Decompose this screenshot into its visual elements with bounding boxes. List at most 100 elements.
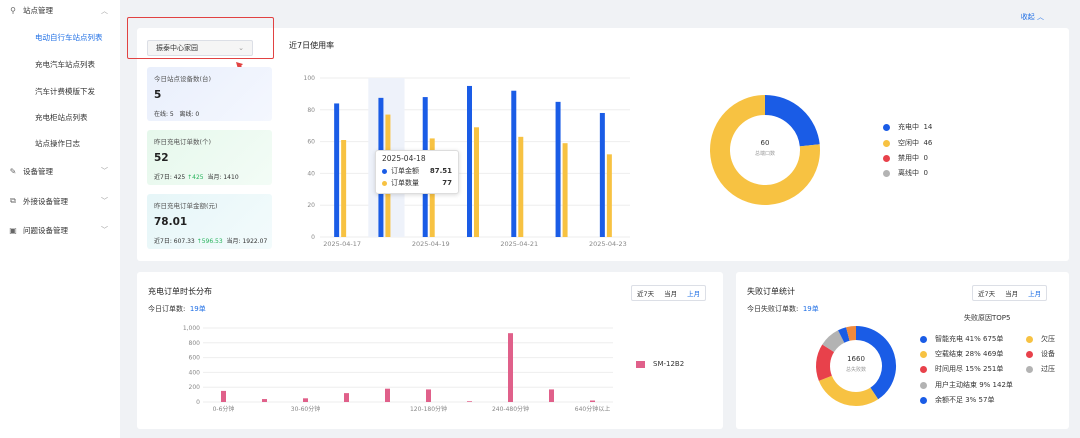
stat-title: 今日站点设备数(台) [154,75,212,83]
donut-slice [710,95,820,205]
legend-item: 余额不足 3% 57单 [920,395,994,405]
chevron-down-icon[interactable]: ﹀ [101,197,108,205]
collapse-button[interactable]: 收起 ︿ [1021,12,1044,22]
legend-dot [920,335,927,343]
fail-title: 失败订单统计 [747,287,795,296]
bar-duration [508,333,513,402]
y-tick-label: 200 [189,384,201,391]
sidebar-item-label: 问题设备管理 [23,225,68,235]
legend-label: 智能充电 41% 675单 [935,335,1004,343]
problem-device-icon: ▣ [9,225,17,235]
stat-value: 78.01 [154,216,188,228]
sidebar-item-label: 外接设备管理 [23,196,68,206]
sidebar-subitem-billing-template[interactable]: 汽车计费模版下发 [35,87,95,96]
tooltip-date: 2025-04-18 [382,154,426,163]
x-tick-label: 30-60分钟 [291,405,320,413]
duration-panel [137,272,723,429]
legend-label: 过压 [1041,365,1055,373]
legend-value: 0 [923,169,928,177]
station-icon: ⚲ [10,5,16,15]
donut-center-value: 60 [760,139,770,147]
y-tick-label: 600 [189,355,201,362]
chart-tooltip: 2025-04-18 订单金额 87.51 订单数量 77 [375,150,459,194]
legend-dot [1026,350,1033,358]
tab-this-month[interactable]: 当月 [1005,290,1019,298]
fail-subtitle: 今日失败订单数: 19单 [747,304,819,314]
donut-center-label: 总失败数 [845,367,866,373]
bar-duration [385,388,390,402]
legend-label: 充电中 [898,123,919,131]
bar-order-count [341,140,347,237]
stat-card-amount: 昨日充电订单金额(元) 78.01 近7日: 607.33 ↑596.53 当月… [147,194,272,249]
sidebar-item-external-devices[interactable]: ⧉ 外接设备管理 [8,194,68,208]
bar-duration [467,401,472,402]
duration-bar-chart: 0 200 400 600 800 1,000 0-6分钟 30-60分钟 120-180分钟 2… [183,325,613,413]
legend-dot [883,139,890,147]
chevron-down-icon[interactable]: ﹀ [101,226,108,234]
bar-order-count [562,143,568,237]
legend-label: 离线中 [898,169,919,177]
y-tick-label: 0 [311,234,315,241]
sidebar-subitem-operation-log[interactable]: 站点操作日志 [35,139,80,148]
bar-order-amount [599,112,605,237]
bar-duration [426,389,431,402]
external-device-icon: ⧉ [10,196,16,205]
stat-footer: 在线: 5 离线: 0 [154,109,265,118]
donut-center-label: 总端口数 [754,151,775,157]
duration-subtitle: 今日订单数: 19单 [148,304,206,314]
tab-7days[interactable]: 近7天 [978,290,996,298]
tab-last-month[interactable]: 上月 [687,290,701,298]
donut-slice [764,95,820,147]
legend-dot [1026,335,1033,343]
legend-swatch [636,360,645,368]
y-tick-label: 100 [304,75,316,82]
sidebar-item-station-management[interactable]: ⚲ 站点管理 [8,3,53,17]
chevron-down-icon[interactable]: ﹀ [101,167,108,175]
donut-slice [816,344,835,381]
legend-item: 时间用尽 15% 251单 [920,364,1003,374]
stat-title: 昨日充电订单数(个) [154,138,212,146]
x-tick-label: 2025-04-17 [323,240,361,248]
legend-item: 禁用中 0 [883,153,928,163]
legend-item: 空闲中 46 [883,138,932,148]
donut-slice [846,326,857,341]
stat-footer: 近7日: 425 ↑425 当月: 1410 [154,172,265,181]
tab-last-month[interactable]: 上月 [1028,290,1042,298]
legend-item: 空载结束 28% 469单 [920,349,1003,359]
stat-value: 52 [154,152,169,164]
y-tick-label: 1,000 [183,325,200,332]
stat-month: 当月: 1922.07 [226,238,268,245]
bar-order-amount [511,90,517,237]
usage-bar-chart: 0 20 40 60 80 100 2025-04-17 2025-04-19 2025-04-… [304,75,630,248]
legend-label: 时间用尽 15% 251单 [935,365,1004,373]
donut-center-value: 1660 [847,355,865,363]
stat-offline: 离线: 0 [179,111,200,118]
sidebar-subitem-car-stations[interactable]: 充电汽车站点列表 [35,60,95,69]
tooltip-row: 订单金额 87.51 [382,166,452,176]
site-select[interactable]: 振泰中心家园 ⌄ [147,40,253,56]
sidebar-subitem-cabinet-stations[interactable]: 充电柜站点列表 [35,113,88,122]
stat-trend: ↑596.53 [196,238,223,245]
tab-7days[interactable]: 近7天 [637,290,655,298]
legend-value: 14 [923,123,933,131]
bar-order-amount [467,85,472,237]
legend-dot [920,381,927,389]
legend-dot [883,169,890,177]
donut-slice [855,326,896,400]
tooltip-label: 订单金额 [391,167,419,175]
stat-card-devices: 今日站点设备数(台) 5 在线: 5 离线: 0 [147,67,272,121]
legend-item: 欠压 [1026,334,1055,344]
stat-footer: 近7日: 607.33 ↑596.53 当月: 1922.07 [154,236,268,245]
legend-value: 46 [923,139,933,147]
duration-title: 充电订单时长分布 [148,287,212,296]
tab-this-month[interactable]: 当月 [664,290,678,298]
stat-card-orders: 昨日充电订单数(个) 52 近7日: 425 ↑425 当月: 1410 [147,130,272,185]
chevron-up-icon[interactable]: ︿ [101,7,108,15]
sidebar-subitem-ebike-stations[interactable]: 电动自行车站点列表 [35,33,103,42]
legend-dot [883,123,890,131]
fail-tabs: 近7天 当月 上月 [972,285,1048,301]
sidebar-item-problem-devices[interactable]: ▣ 问题设备管理 [8,223,68,237]
tooltip-row: 订单数量 77 [382,178,452,188]
sidebar-item-device-management[interactable]: ✎ 设备管理 [8,164,53,178]
x-tick-label: 120-180分钟 [410,405,447,413]
